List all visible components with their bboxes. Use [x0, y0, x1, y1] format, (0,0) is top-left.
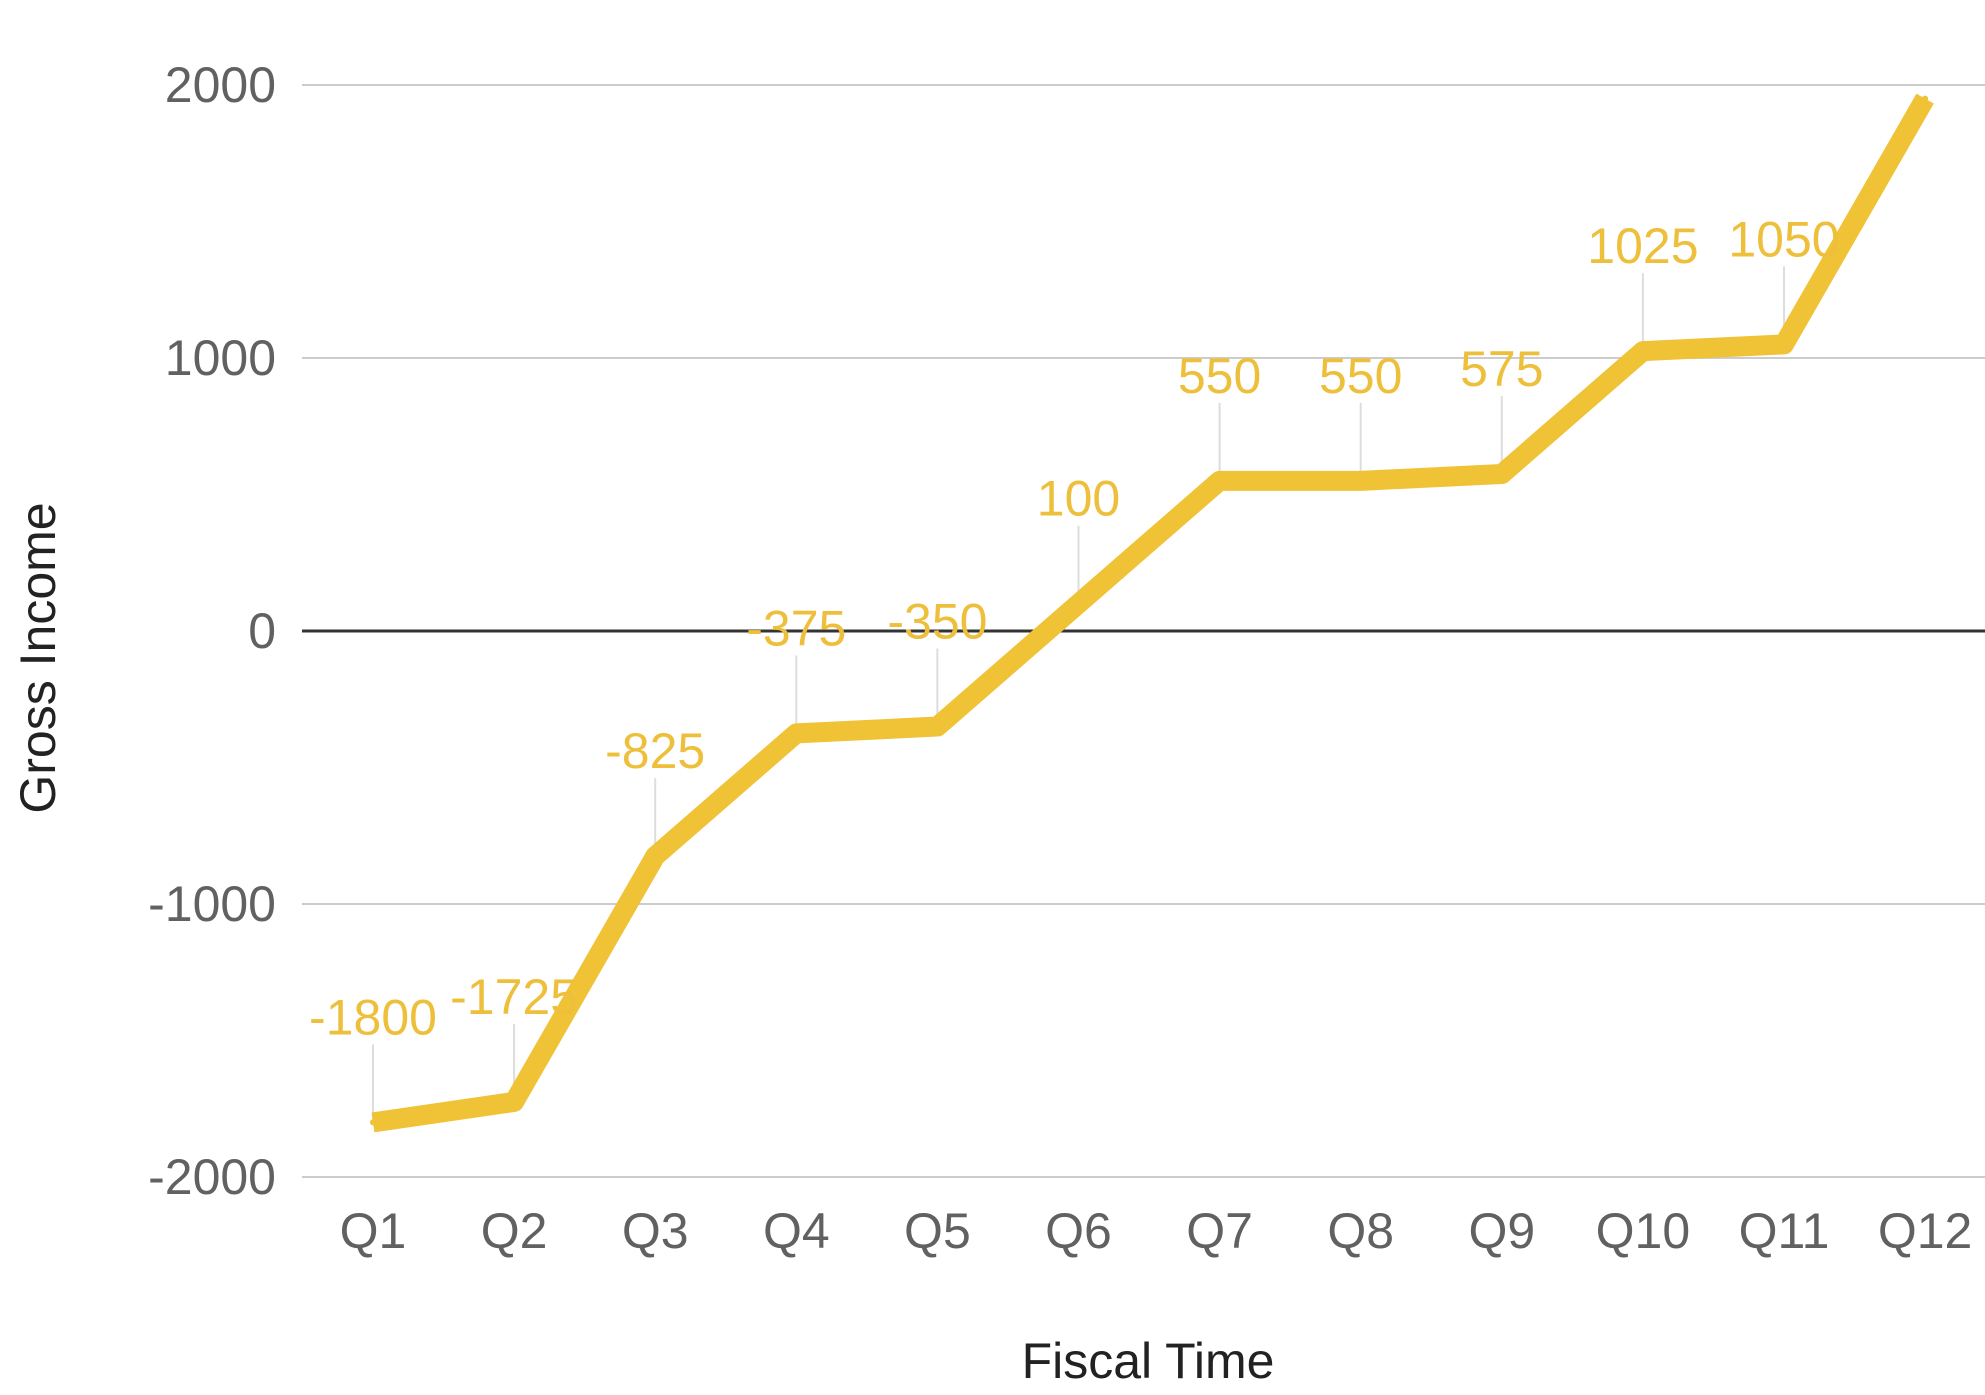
series-line — [371, 93, 1934, 1133]
data-point — [793, 730, 800, 737]
y-tick-label: 0 — [248, 603, 276, 659]
series-line-layer — [370, 93, 1934, 1133]
x-tick-label: Q11 — [1739, 1203, 1830, 1259]
x-tick-label: Q3 — [622, 1203, 689, 1259]
x-tick-label: Q7 — [1186, 1203, 1253, 1259]
data-point — [1781, 341, 1787, 348]
data-label: -825 — [605, 723, 705, 779]
data-label: 550 — [1319, 348, 1402, 404]
data-label: 550 — [1178, 348, 1261, 404]
data-label: 1025 — [1587, 218, 1698, 274]
y-axis-tick-labels: -2000 -1000 0 1000 2000 — [148, 57, 276, 1205]
data-point — [370, 1119, 376, 1126]
data-point — [1216, 477, 1223, 484]
data-point — [1639, 348, 1646, 355]
x-tick-label: Q12 — [1878, 1203, 1973, 1259]
x-axis-title: Fiscal Time — [1022, 1333, 1275, 1389]
data-label: 100 — [1037, 471, 1120, 527]
y-tick-label: 2000 — [165, 57, 276, 113]
y-tick-label: 1000 — [165, 330, 276, 386]
data-label: -1725 — [450, 969, 578, 1025]
data-point — [511, 1098, 518, 1105]
x-tick-label: Q5 — [904, 1203, 971, 1259]
data-label: -350 — [887, 594, 987, 650]
data-point — [1498, 471, 1505, 478]
data-label: 575 — [1460, 341, 1543, 397]
x-tick-label: Q2 — [481, 1203, 548, 1259]
data-labels: -1800 -1725 -825 -375 -350 100 550 550 575 1025 10… — [309, 211, 1840, 1045]
x-tick-label: Q8 — [1327, 1203, 1394, 1259]
data-point — [1357, 477, 1364, 484]
y-tick-label: -1000 — [148, 876, 276, 932]
x-tick-label: Q10 — [1596, 1203, 1691, 1259]
x-tick-label: Q4 — [763, 1203, 830, 1259]
x-tick-label: Q6 — [1045, 1203, 1112, 1259]
y-axis-title: Gross Income — [10, 502, 66, 813]
data-point — [652, 853, 659, 860]
data-label: -1800 — [309, 989, 437, 1045]
x-axis-tick-labels: Q1 Q2 Q3 Q4 Q5 Q6 Q7 Q8 Q9 Q10 Q11 Q12 — [340, 1203, 1973, 1259]
data-point — [1075, 600, 1082, 607]
y-tick-label: -2000 — [148, 1149, 276, 1205]
data-label: 1050 — [1728, 211, 1839, 267]
x-tick-label: Q9 — [1468, 1203, 1535, 1259]
data-point — [1922, 95, 1929, 102]
data-label: -375 — [746, 600, 846, 656]
data-point — [934, 723, 941, 730]
x-tick-label: Q1 — [340, 1203, 407, 1259]
